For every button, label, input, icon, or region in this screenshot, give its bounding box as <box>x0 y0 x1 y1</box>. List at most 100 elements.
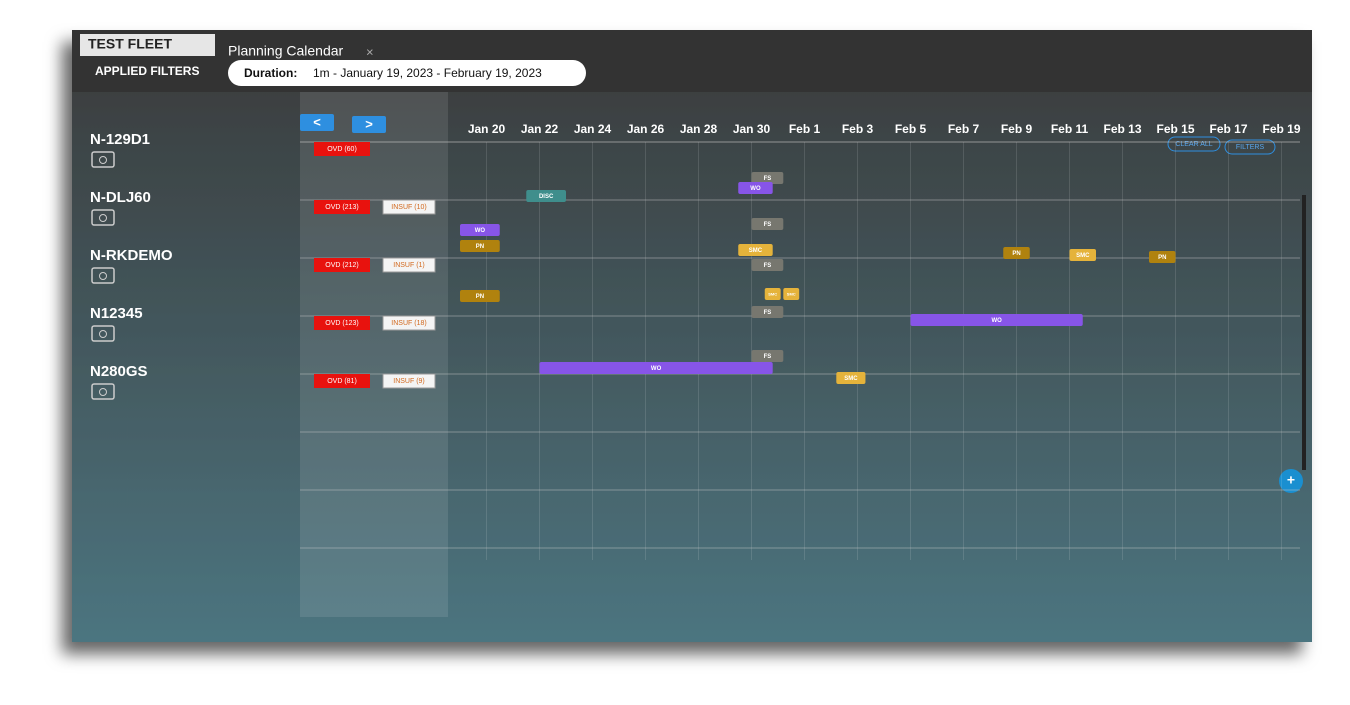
calendar-icon[interactable] <box>91 209 115 226</box>
tab-label: Planning Calendar <box>228 43 344 59</box>
date-label: Feb 11 <box>1051 122 1089 136</box>
badge <box>314 200 370 214</box>
app-window <box>72 30 1312 642</box>
event-label: PN <box>476 244 484 250</box>
tab-label: TEST FLEET <box>88 36 172 52</box>
event[interactable] <box>1003 247 1030 259</box>
date-label: Feb 9 <box>1001 122 1033 136</box>
next-button[interactable] <box>352 116 386 133</box>
tab[interactable] <box>80 34 215 56</box>
duration-value: 1m - January 19, 2023 - February 19, 202… <box>313 66 542 80</box>
badge <box>314 142 370 156</box>
date-label: Jan 30 <box>733 122 771 136</box>
aircraft-name: N-DLJ60 <box>90 189 151 206</box>
event[interactable] <box>738 244 773 256</box>
badge-label: OVD (60) <box>327 146 357 153</box>
prev-button[interactable] <box>300 114 334 131</box>
badge-label: OVD (81) <box>327 378 357 385</box>
badge-label: INSUF (10) <box>391 204 426 211</box>
event-label: PN <box>1012 251 1020 257</box>
event[interactable] <box>751 172 784 184</box>
event-label: WO <box>750 186 761 192</box>
badge <box>382 373 436 389</box>
date-label: Feb 15 <box>1156 122 1194 136</box>
event[interactable] <box>910 314 1083 326</box>
event[interactable] <box>738 182 773 194</box>
prev-label: < <box>313 114 321 129</box>
date-label: Feb 19 <box>1262 122 1300 136</box>
event-label: WO <box>475 228 486 234</box>
filter-chip[interactable] <box>228 60 586 86</box>
badge <box>382 199 436 215</box>
clear-label: CLEAR ALL <box>1175 141 1212 148</box>
event[interactable] <box>1069 249 1097 261</box>
event[interactable] <box>751 306 784 318</box>
event[interactable] <box>460 290 500 302</box>
date-label: Jan 24 <box>574 122 612 136</box>
badge <box>314 374 370 388</box>
event-label: FS <box>764 176 772 182</box>
event[interactable] <box>460 240 500 252</box>
date-label: Feb 1 <box>789 122 821 136</box>
filters-label: APPLIED FILTERS <box>95 64 199 78</box>
event[interactable] <box>1149 251 1176 263</box>
filters-button-label: FILTERS <box>1236 144 1265 151</box>
event[interactable] <box>751 350 784 362</box>
calendar-icon[interactable] <box>91 267 115 284</box>
event-label: SMC <box>844 376 858 382</box>
event-label: FS <box>764 222 772 228</box>
aircraft-name: N-RKDEMO <box>90 247 173 264</box>
aircraft-name: N280GS <box>90 363 148 380</box>
date-label: Feb 7 <box>948 122 980 136</box>
badge <box>314 316 370 330</box>
badge-label: OVD (123) <box>325 320 358 327</box>
event-label: FS <box>764 354 772 360</box>
date-label: Feb 17 <box>1209 122 1247 136</box>
event-label: DISC <box>539 194 554 200</box>
calendar-icon[interactable] <box>91 151 115 168</box>
event-label: SMC <box>768 292 777 297</box>
event-label: SMC <box>749 248 763 254</box>
event[interactable] <box>764 288 781 300</box>
aircraft-name: N12345 <box>90 305 143 322</box>
date-label: Jan 20 <box>468 122 506 136</box>
event-label: WO <box>651 366 662 372</box>
event[interactable] <box>526 190 566 202</box>
badge-label: INSUF (9) <box>393 378 425 385</box>
event[interactable] <box>539 362 773 374</box>
scrollbar[interactable] <box>1302 195 1306 470</box>
calendar-icon-dot <box>99 388 107 396</box>
event-label: SMC <box>787 292 796 297</box>
event-label: SMC <box>1076 253 1090 259</box>
tab-close[interactable]: × <box>366 44 374 59</box>
date-label: Jan 28 <box>680 122 718 136</box>
badge-label: OVD (212) <box>325 262 358 269</box>
badge <box>382 315 436 331</box>
event-label: FS <box>764 310 772 316</box>
filters-button[interactable] <box>1224 139 1276 155</box>
date-label: Jan 26 <box>627 122 665 136</box>
add-button[interactable] <box>1279 469 1303 493</box>
badge-label: INSUF (1) <box>393 262 425 269</box>
calendar-icon-dot <box>99 272 107 280</box>
duration-label: Duration: <box>244 66 297 80</box>
clear-button[interactable] <box>1167 136 1221 152</box>
calendar-icon-dot <box>99 330 107 338</box>
date-label: Feb 13 <box>1103 122 1141 136</box>
event-label: WO <box>991 318 1002 324</box>
calendar-icon-dot <box>99 214 107 222</box>
event[interactable] <box>751 218 784 230</box>
event-label: PN <box>1158 255 1166 261</box>
next-label: > <box>365 116 373 131</box>
event[interactable] <box>836 372 866 384</box>
event[interactable] <box>783 288 800 300</box>
date-label: Feb 3 <box>842 122 874 136</box>
date-label: Feb 5 <box>895 122 927 136</box>
shaded-column <box>300 92 448 617</box>
calendar-icon[interactable] <box>91 383 115 400</box>
event[interactable] <box>751 259 784 271</box>
event[interactable] <box>460 224 500 236</box>
calendar-icon[interactable] <box>91 325 115 342</box>
aircraft-name: N-129D1 <box>90 131 150 148</box>
